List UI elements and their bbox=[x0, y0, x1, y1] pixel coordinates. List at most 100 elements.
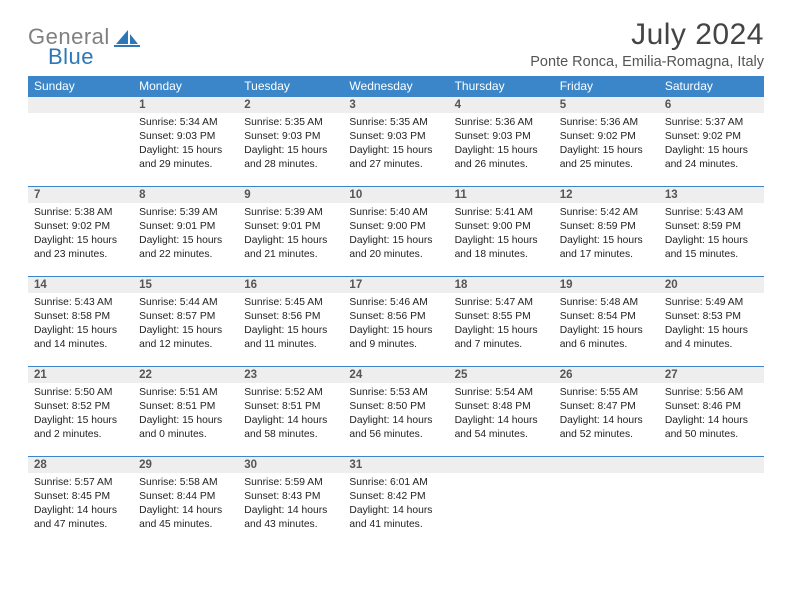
day-number: 12 bbox=[554, 186, 659, 203]
day-number: 28 bbox=[28, 456, 133, 473]
weekday-header: Sunday bbox=[28, 76, 133, 96]
day-number-empty bbox=[449, 456, 554, 473]
weekday-header: Thursday bbox=[449, 76, 554, 96]
day-details: Sunrise: 5:46 AMSunset: 8:56 PMDaylight:… bbox=[343, 293, 448, 356]
day-details: Sunrise: 5:36 AMSunset: 9:02 PMDaylight:… bbox=[554, 113, 659, 176]
day-number: 17 bbox=[343, 276, 448, 293]
calendar-day-cell: 13Sunrise: 5:43 AMSunset: 8:59 PMDayligh… bbox=[659, 186, 764, 276]
calendar-day-cell: 16Sunrise: 5:45 AMSunset: 8:56 PMDayligh… bbox=[238, 276, 343, 366]
day-number: 8 bbox=[133, 186, 238, 203]
calendar-day-cell: 22Sunrise: 5:51 AMSunset: 8:51 PMDayligh… bbox=[133, 366, 238, 456]
calendar-day-cell: 7Sunrise: 5:38 AMSunset: 9:02 PMDaylight… bbox=[28, 186, 133, 276]
day-details: Sunrise: 5:39 AMSunset: 9:01 PMDaylight:… bbox=[133, 203, 238, 266]
calendar-week-row: 14Sunrise: 5:43 AMSunset: 8:58 PMDayligh… bbox=[28, 276, 764, 366]
calendar-day-cell bbox=[554, 456, 659, 546]
day-number: 18 bbox=[449, 276, 554, 293]
calendar-body: 1Sunrise: 5:34 AMSunset: 9:03 PMDaylight… bbox=[28, 96, 764, 546]
day-number: 23 bbox=[238, 366, 343, 383]
day-number-empty bbox=[28, 96, 133, 113]
calendar-day-cell: 23Sunrise: 5:52 AMSunset: 8:51 PMDayligh… bbox=[238, 366, 343, 456]
calendar-day-cell: 2Sunrise: 5:35 AMSunset: 9:03 PMDaylight… bbox=[238, 96, 343, 186]
calendar-day-cell: 14Sunrise: 5:43 AMSunset: 8:58 PMDayligh… bbox=[28, 276, 133, 366]
day-number: 16 bbox=[238, 276, 343, 293]
day-details: Sunrise: 5:50 AMSunset: 8:52 PMDaylight:… bbox=[28, 383, 133, 446]
calendar-day-cell: 31Sunrise: 6:01 AMSunset: 8:42 PMDayligh… bbox=[343, 456, 448, 546]
day-details: Sunrise: 5:49 AMSunset: 8:53 PMDaylight:… bbox=[659, 293, 764, 356]
page-header: General Blue July 2024 Ponte Ronca, Emil… bbox=[28, 18, 764, 70]
day-number: 9 bbox=[238, 186, 343, 203]
day-details: Sunrise: 5:53 AMSunset: 8:50 PMDaylight:… bbox=[343, 383, 448, 446]
day-number: 4 bbox=[449, 96, 554, 113]
calendar-day-cell: 20Sunrise: 5:49 AMSunset: 8:53 PMDayligh… bbox=[659, 276, 764, 366]
day-number: 3 bbox=[343, 96, 448, 113]
day-number: 13 bbox=[659, 186, 764, 203]
day-details: Sunrise: 5:59 AMSunset: 8:43 PMDaylight:… bbox=[238, 473, 343, 536]
calendar-day-cell bbox=[659, 456, 764, 546]
day-details: Sunrise: 5:47 AMSunset: 8:55 PMDaylight:… bbox=[449, 293, 554, 356]
day-details: Sunrise: 5:41 AMSunset: 9:00 PMDaylight:… bbox=[449, 203, 554, 266]
calendar-week-row: 28Sunrise: 5:57 AMSunset: 8:45 PMDayligh… bbox=[28, 456, 764, 546]
day-details: Sunrise: 5:36 AMSunset: 9:03 PMDaylight:… bbox=[449, 113, 554, 176]
calendar-day-cell: 8Sunrise: 5:39 AMSunset: 9:01 PMDaylight… bbox=[133, 186, 238, 276]
calendar-day-cell: 26Sunrise: 5:55 AMSunset: 8:47 PMDayligh… bbox=[554, 366, 659, 456]
location-subtitle: Ponte Ronca, Emilia-Romagna, Italy bbox=[530, 54, 764, 70]
calendar-day-cell: 9Sunrise: 5:39 AMSunset: 9:01 PMDaylight… bbox=[238, 186, 343, 276]
calendar-day-cell: 24Sunrise: 5:53 AMSunset: 8:50 PMDayligh… bbox=[343, 366, 448, 456]
calendar-week-row: 21Sunrise: 5:50 AMSunset: 8:52 PMDayligh… bbox=[28, 366, 764, 456]
day-number-empty bbox=[659, 456, 764, 473]
day-details: Sunrise: 5:58 AMSunset: 8:44 PMDaylight:… bbox=[133, 473, 238, 536]
day-details: Sunrise: 5:54 AMSunset: 8:48 PMDaylight:… bbox=[449, 383, 554, 446]
calendar-table: Sunday Monday Tuesday Wednesday Thursday… bbox=[28, 76, 764, 546]
day-details: Sunrise: 5:55 AMSunset: 8:47 PMDaylight:… bbox=[554, 383, 659, 446]
calendar-day-cell: 10Sunrise: 5:40 AMSunset: 9:00 PMDayligh… bbox=[343, 186, 448, 276]
weekday-header: Tuesday bbox=[238, 76, 343, 96]
day-number: 24 bbox=[343, 366, 448, 383]
day-number: 25 bbox=[449, 366, 554, 383]
day-details: Sunrise: 5:56 AMSunset: 8:46 PMDaylight:… bbox=[659, 383, 764, 446]
day-details: Sunrise: 5:40 AMSunset: 9:00 PMDaylight:… bbox=[343, 203, 448, 266]
calendar-day-cell: 12Sunrise: 5:42 AMSunset: 8:59 PMDayligh… bbox=[554, 186, 659, 276]
month-title: July 2024 bbox=[530, 18, 764, 52]
calendar-day-cell: 15Sunrise: 5:44 AMSunset: 8:57 PMDayligh… bbox=[133, 276, 238, 366]
day-number: 29 bbox=[133, 456, 238, 473]
calendar-day-cell: 18Sunrise: 5:47 AMSunset: 8:55 PMDayligh… bbox=[449, 276, 554, 366]
calendar-day-cell: 3Sunrise: 5:35 AMSunset: 9:03 PMDaylight… bbox=[343, 96, 448, 186]
day-number-empty bbox=[554, 456, 659, 473]
day-number: 20 bbox=[659, 276, 764, 293]
title-block: July 2024 Ponte Ronca, Emilia-Romagna, I… bbox=[530, 18, 764, 70]
calendar-day-cell: 30Sunrise: 5:59 AMSunset: 8:43 PMDayligh… bbox=[238, 456, 343, 546]
day-number: 31 bbox=[343, 456, 448, 473]
day-number: 26 bbox=[554, 366, 659, 383]
calendar-day-cell bbox=[449, 456, 554, 546]
day-number: 14 bbox=[28, 276, 133, 293]
calendar-page: General Blue July 2024 Ponte Ronca, Emil… bbox=[0, 0, 792, 558]
day-details: Sunrise: 5:43 AMSunset: 8:59 PMDaylight:… bbox=[659, 203, 764, 266]
calendar-day-cell: 27Sunrise: 5:56 AMSunset: 8:46 PMDayligh… bbox=[659, 366, 764, 456]
day-number: 30 bbox=[238, 456, 343, 473]
day-details: Sunrise: 5:37 AMSunset: 9:02 PMDaylight:… bbox=[659, 113, 764, 176]
day-details: Sunrise: 5:51 AMSunset: 8:51 PMDaylight:… bbox=[133, 383, 238, 446]
day-details: Sunrise: 5:38 AMSunset: 9:02 PMDaylight:… bbox=[28, 203, 133, 266]
day-number: 10 bbox=[343, 186, 448, 203]
day-number: 7 bbox=[28, 186, 133, 203]
day-details: Sunrise: 5:42 AMSunset: 8:59 PMDaylight:… bbox=[554, 203, 659, 266]
weekday-header: Friday bbox=[554, 76, 659, 96]
calendar-day-cell: 17Sunrise: 5:46 AMSunset: 8:56 PMDayligh… bbox=[343, 276, 448, 366]
calendar-day-cell: 29Sunrise: 5:58 AMSunset: 8:44 PMDayligh… bbox=[133, 456, 238, 546]
calendar-day-cell: 25Sunrise: 5:54 AMSunset: 8:48 PMDayligh… bbox=[449, 366, 554, 456]
day-number: 19 bbox=[554, 276, 659, 293]
day-number: 27 bbox=[659, 366, 764, 383]
weekday-header: Monday bbox=[133, 76, 238, 96]
brand-sail-icon bbox=[114, 28, 140, 48]
calendar-day-cell: 28Sunrise: 5:57 AMSunset: 8:45 PMDayligh… bbox=[28, 456, 133, 546]
day-number: 11 bbox=[449, 186, 554, 203]
brand-logo: General Blue bbox=[28, 18, 140, 50]
day-number: 22 bbox=[133, 366, 238, 383]
calendar-week-row: 1Sunrise: 5:34 AMSunset: 9:03 PMDaylight… bbox=[28, 96, 764, 186]
day-details: Sunrise: 5:43 AMSunset: 8:58 PMDaylight:… bbox=[28, 293, 133, 356]
brand-text-blue: Blue bbox=[48, 44, 94, 70]
calendar-day-cell: 4Sunrise: 5:36 AMSunset: 9:03 PMDaylight… bbox=[449, 96, 554, 186]
day-number: 2 bbox=[238, 96, 343, 113]
calendar-day-cell: 5Sunrise: 5:36 AMSunset: 9:02 PMDaylight… bbox=[554, 96, 659, 186]
calendar-day-cell: 19Sunrise: 5:48 AMSunset: 8:54 PMDayligh… bbox=[554, 276, 659, 366]
